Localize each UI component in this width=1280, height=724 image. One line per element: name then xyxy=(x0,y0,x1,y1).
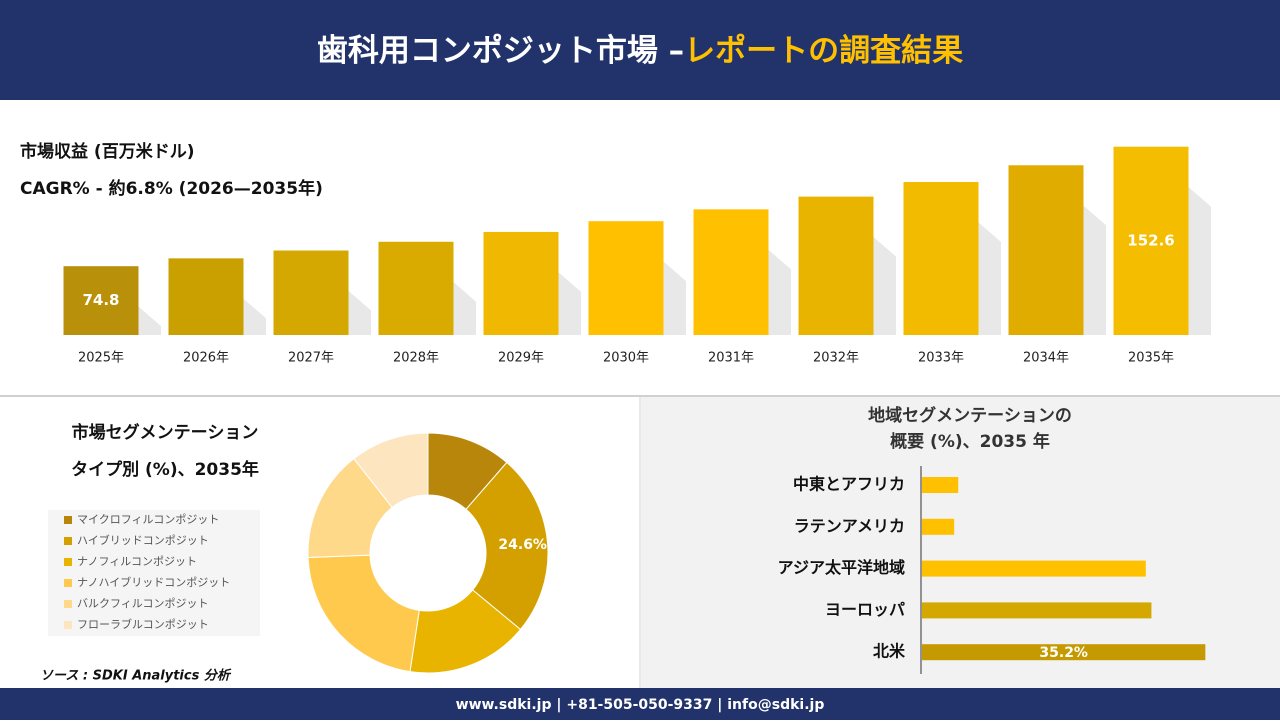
legend-swatch xyxy=(64,516,72,524)
bar xyxy=(1008,165,1084,335)
y-tick-label: 北米 xyxy=(873,642,906,661)
bar xyxy=(63,266,139,335)
footer-bar xyxy=(0,688,1280,720)
legend-label: ナノフィルコンポジット xyxy=(77,555,197,568)
header-bar xyxy=(0,0,1280,100)
bar-shadow xyxy=(873,236,896,335)
x-tick-label: 2030年 xyxy=(603,351,649,366)
bar-shadow xyxy=(138,306,161,335)
value-label: 24.6% xyxy=(498,537,547,553)
header-title: 歯科用コンポジット市場 –レポートの調査結果 xyxy=(317,33,963,69)
title-highlight: レポートの調査結果 xyxy=(684,33,963,69)
value-label: 74.8 xyxy=(82,291,119,309)
donut-subtitle: タイプ別 (%)、2035年 xyxy=(71,459,259,480)
bar xyxy=(168,258,244,335)
bar-shadow xyxy=(348,290,371,335)
bar xyxy=(922,477,959,493)
region-title: 概要 (%)、2035 年 xyxy=(890,431,1050,452)
x-tick-label: 2033年 xyxy=(918,351,964,366)
x-tick-label: 2026年 xyxy=(183,351,229,366)
legend-label: バルクフィルコンポジット xyxy=(77,597,209,610)
donut-slice xyxy=(465,461,549,631)
footer-contact: www.sdki.jp | +81-505-050-9337 | info@sd… xyxy=(456,697,825,713)
y-tick-label: ラテンアメリカ xyxy=(794,516,905,535)
bar xyxy=(273,250,349,335)
bar xyxy=(588,221,664,335)
y-tick-label: ヨーロッパ xyxy=(825,600,905,619)
bar-shadow xyxy=(453,281,476,335)
bar-title: 市場収益 (百万米ドル) xyxy=(20,141,194,162)
x-tick-label: 2035年 xyxy=(1128,351,1174,366)
bar xyxy=(922,560,1146,577)
region-title: 地域セグメンテーションの xyxy=(868,405,1072,426)
x-tick-label: 2032年 xyxy=(813,351,859,366)
y-tick-label: 中東とアフリカ xyxy=(793,475,905,494)
legend-swatch xyxy=(64,579,72,587)
value-label: 35.2% xyxy=(1039,645,1088,661)
y-tick-label: アジア太平洋地域 xyxy=(778,558,905,577)
legend-label: マイクロフィルコンポジット xyxy=(77,513,219,526)
x-tick-label: 2028年 xyxy=(393,351,439,366)
legend-swatch xyxy=(64,558,72,566)
legend-label: ナノハイブリッドコンポジット xyxy=(77,575,230,589)
bar-shadow xyxy=(1188,186,1211,335)
x-tick-label: 2029年 xyxy=(498,351,544,366)
legend-swatch xyxy=(64,621,72,629)
legend-swatch xyxy=(64,600,72,608)
bar-shadow xyxy=(663,261,686,335)
source-note: ソース : SDKI Analytics 分析 xyxy=(40,668,232,684)
value-label: 152.6 xyxy=(1127,231,1174,249)
legend-label: ハイブリッドコンポジット xyxy=(77,533,209,547)
bar-shadow xyxy=(978,222,1001,335)
bar-subtitle: CAGR% - 約6.8% (2026—2035年) xyxy=(20,178,323,199)
bar xyxy=(798,196,874,335)
bar xyxy=(378,241,454,335)
x-tick-label: 2027年 xyxy=(288,351,334,366)
bar xyxy=(903,182,979,335)
bar xyxy=(483,231,559,335)
x-tick-label: 2025年 xyxy=(78,351,124,366)
bar-shadow xyxy=(768,249,791,335)
x-tick-label: 2031年 xyxy=(708,351,754,366)
bar xyxy=(922,644,1206,661)
bar-shadow xyxy=(243,298,266,335)
bar-shadow xyxy=(558,271,581,335)
title-main: 歯科用コンポジット市場 – xyxy=(317,33,684,69)
bar xyxy=(922,518,955,535)
donut-title: 市場セグメンテーション xyxy=(72,422,259,443)
bar xyxy=(922,602,1152,619)
region-panel xyxy=(641,397,1280,688)
bar xyxy=(693,209,769,335)
donut-slice xyxy=(307,554,420,673)
legend-label: フローラブルコンポジット xyxy=(77,617,209,631)
bar xyxy=(1113,146,1189,335)
legend-swatch xyxy=(64,537,72,545)
legend-box xyxy=(48,510,260,636)
donut-slice xyxy=(353,432,429,509)
x-tick-label: 2034年 xyxy=(1023,351,1069,366)
bar-shadow xyxy=(1083,205,1106,335)
